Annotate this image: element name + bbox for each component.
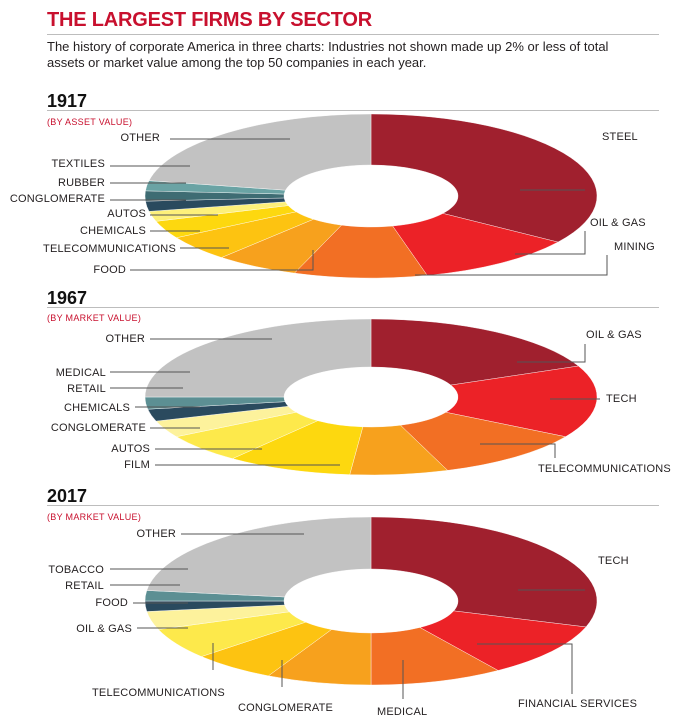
label-conglomerate: CONGLOMERATE [51,422,146,434]
label-rubber: RUBBER [58,177,105,189]
label-food: FOOD [95,597,128,609]
label-tech: TECH [598,555,629,567]
leader-line-oil-and-gas [517,344,586,363]
value-basis-label: (BY ASSET VALUE) [47,117,132,127]
leader-line-food [130,250,314,271]
label-other: OTHER [121,132,161,144]
label-conglomerate: CONGLOMERATE [238,702,333,714]
slice-steel [370,113,598,243]
chart-subtitle: The history of corporate America in thre… [47,39,609,70]
label-other: OTHER [106,333,146,345]
donut-chart-2017: 2017 (BY MARKET VALUE) TECH FINANCIAL SERVI… [47,486,659,718]
value-basis-label: (BY MARKET VALUE) [47,313,141,323]
label-tech: TECH [606,393,637,405]
label-steel: STEEL [602,131,638,143]
label-tobacco: TOBACCO [48,564,104,576]
donut-chart-1967: 1967 (BY MARKET VALUE) OIL & GAS TECH TELECO… [47,288,671,476]
value-basis-label: (BY MARKET VALUE) [47,512,141,522]
label-oil-and-gas: OIL & GAS [586,329,642,341]
label-retail: RETAIL [65,580,104,592]
donut-chart-1917: 1917 (BY ASSET VALUE) STEEL OIL & GAS MINING… [10,91,659,279]
leader-line-telecommunications [480,443,556,458]
slice-tech [445,365,598,437]
slice-other [146,516,372,598]
chart-title: THE LARGEST FIRMS BY SECTOR [47,9,373,31]
label-telecommunications: TELECOMMUNICATIONS [43,243,176,255]
slice-other [144,318,372,398]
label-medical: MEDICAL [377,706,427,718]
label-film: FILM [124,459,150,471]
label-retail: RETAIL [67,383,106,395]
label-medical: MEDICAL [56,367,106,379]
label-telecommunications: TELECOMMUNICATIONS [92,687,225,699]
label-financial-services: FINANCIAL SERVICES [518,698,637,710]
label-mining: MINING [614,241,655,253]
label-other: OTHER [137,528,177,540]
label-telecommunications: TELECOMMUNICATIONS [538,463,671,475]
chart-year: 1917 [47,91,87,111]
slice-other [148,113,372,191]
slice-tech [370,516,598,628]
label-conglomerate: CONGLOMERATE [10,193,105,205]
label-chemicals: CHEMICALS [64,402,130,414]
label-oil-and-gas: OIL & GAS [590,217,646,229]
chart-year: 2017 [47,486,87,506]
label-textiles: TEXTILES [51,158,105,170]
slice-oil-and-gas [370,318,579,386]
label-autos: AUTOS [111,443,150,455]
leader-line-financial-services [477,643,573,694]
label-oil-and-gas: OIL & GAS [76,623,132,635]
title-divider [47,34,659,35]
leader-line-oil-and-gas [515,231,586,255]
label-food: FOOD [93,264,126,276]
label-autos: AUTOS [107,208,146,220]
slice-telecommunications [400,412,567,471]
chart-year: 1967 [47,288,87,308]
leader-line-mining [415,255,608,276]
label-chemicals: CHEMICALS [80,225,146,237]
